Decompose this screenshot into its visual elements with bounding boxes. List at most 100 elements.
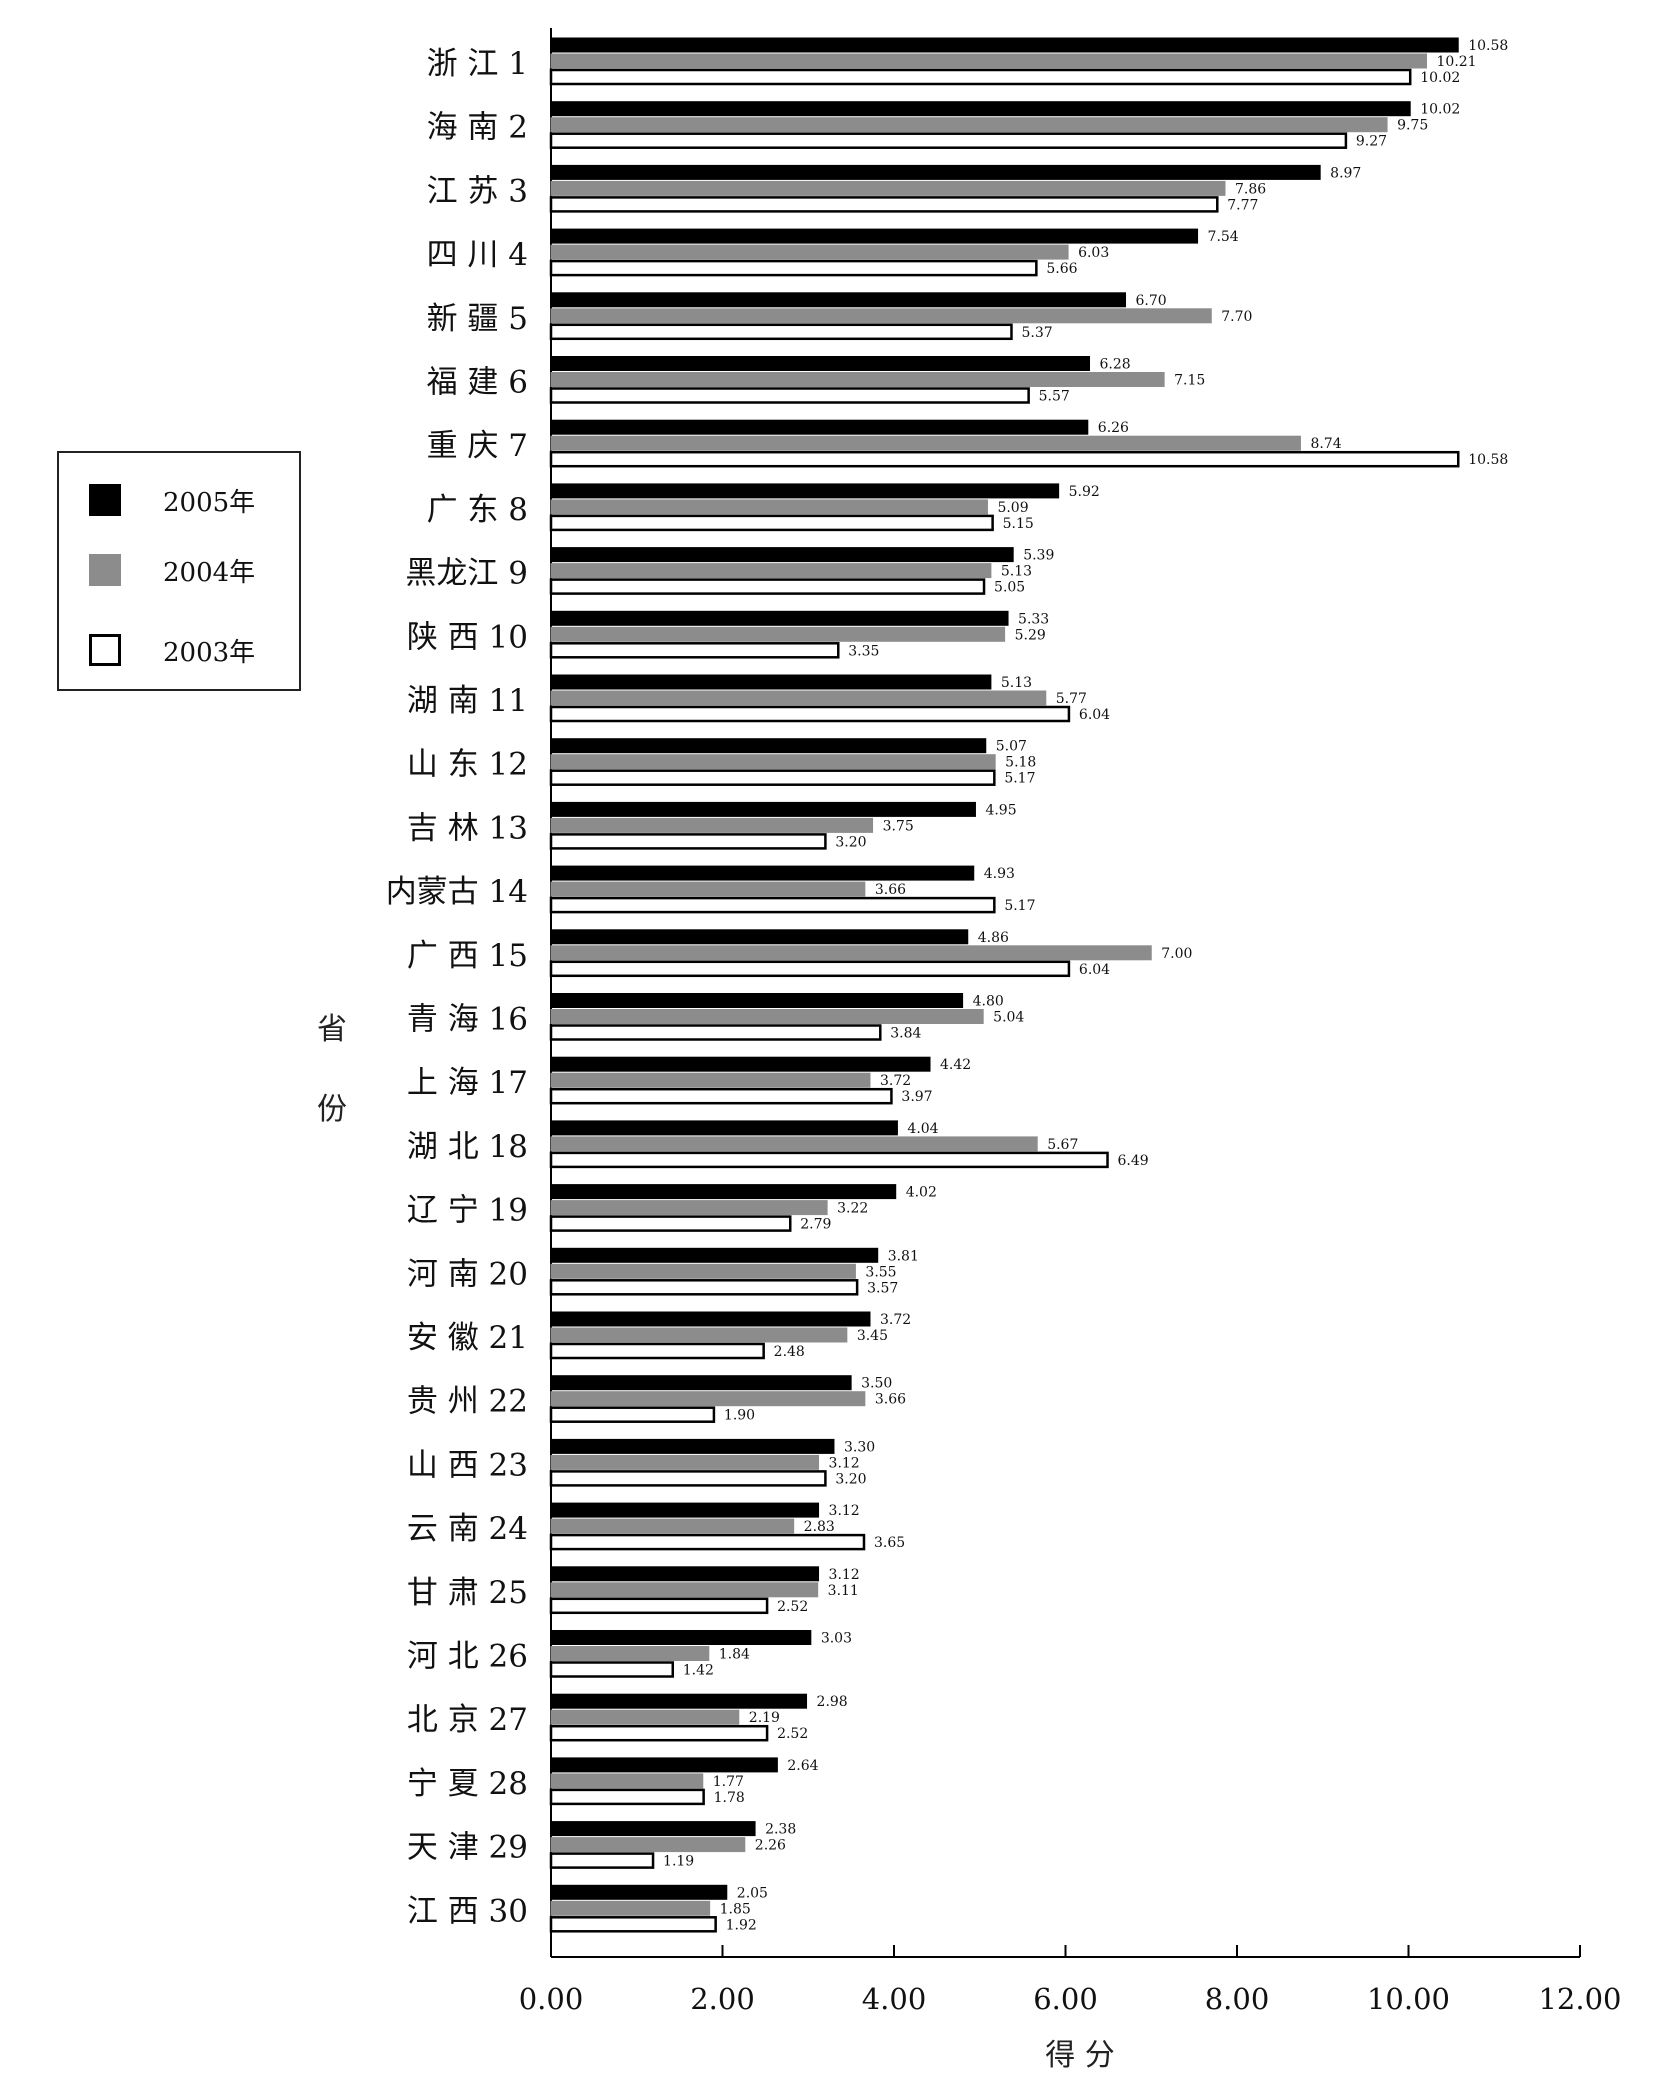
data-label: 5.92 <box>1069 484 1100 500</box>
data-label: 10.02 <box>1420 70 1460 86</box>
bar <box>550 1263 856 1279</box>
bar <box>549 1661 675 1678</box>
data-label: 3.57 <box>867 1280 898 1296</box>
bar <box>550 372 1165 387</box>
data-label: 9.27 <box>1356 134 1387 150</box>
data-label: 3.22 <box>837 1201 868 1217</box>
bar <box>550 1837 746 1853</box>
data-label: 5.77 <box>1056 691 1087 707</box>
category-label: 山 东 12 <box>407 747 528 783</box>
bar <box>550 228 1199 244</box>
data-label: 5.57 <box>1039 389 1070 405</box>
bar <box>550 1009 984 1024</box>
data-label: 3.97 <box>901 1089 932 1105</box>
bar <box>550 37 1459 53</box>
bar <box>549 960 1071 978</box>
data-label: 9.75 <box>1397 118 1428 134</box>
x-axis-title-text: 得 分 <box>1045 2038 1115 2073</box>
legend-label-2005: 2005年 <box>163 487 256 518</box>
bar <box>550 1757 778 1773</box>
bar <box>550 1391 866 1407</box>
bar <box>550 435 1301 451</box>
data-label: 2.52 <box>777 1726 808 1742</box>
bar <box>550 117 1388 133</box>
bar <box>550 1582 819 1598</box>
data-label: 5.15 <box>1003 516 1034 532</box>
data-label: 3.11 <box>828 1583 859 1599</box>
data-label: 10.58 <box>1468 38 1508 54</box>
bar <box>550 244 1069 260</box>
bar <box>549 1788 705 1806</box>
bar <box>549 1724 769 1742</box>
data-label: 3.03 <box>821 1631 852 1647</box>
x-tick-label: 8.00 <box>1205 1982 1270 2016</box>
data-label: 5.33 <box>1018 611 1049 627</box>
bar <box>549 1470 827 1487</box>
legend-item-2004: 2004年 <box>89 553 255 588</box>
bar <box>549 1533 866 1551</box>
data-label: 3.20 <box>835 834 866 850</box>
category-label: 重 庆 7 <box>427 428 528 464</box>
category-label: 海 南 2 <box>427 110 528 146</box>
bar <box>550 1120 898 1136</box>
category-label: 广 西 15 <box>407 938 528 974</box>
category-label: 江 苏 3 <box>427 173 528 209</box>
data-label: 5.67 <box>1047 1137 1078 1153</box>
x-tick-label: 2.00 <box>690 1982 755 2016</box>
data-label: 1.78 <box>714 1790 745 1806</box>
data-label: 3.30 <box>844 1439 875 1455</box>
legend-item-2003: 2003年 <box>89 633 256 668</box>
data-label: 4.42 <box>940 1057 971 1073</box>
category-label: 黑龙江 9 <box>405 556 528 592</box>
data-label: 8.74 <box>1310 436 1341 452</box>
bar <box>550 356 1091 371</box>
bar <box>550 1821 756 1837</box>
data-label: 7.70 <box>1221 309 1252 325</box>
data-label: 2.26 <box>755 1838 786 1854</box>
x-tick-label: 6.00 <box>1033 1982 1098 2016</box>
bar <box>549 1406 716 1423</box>
data-label: 4.80 <box>973 994 1004 1010</box>
y-axis-title-text: 省 份 <box>317 1012 347 1127</box>
legend-swatch-2004 <box>89 554 121 586</box>
data-label: 3.12 <box>829 1567 860 1583</box>
category-label: 福 建 6 <box>427 365 528 401</box>
bar <box>549 1597 769 1615</box>
bar <box>549 1279 859 1296</box>
data-label: 6.03 <box>1078 245 1109 261</box>
bar <box>550 1184 897 1200</box>
data-label: 10.02 <box>1420 102 1460 118</box>
bar <box>550 1630 812 1645</box>
category-label: 河 南 20 <box>407 1256 528 1292</box>
bar <box>549 705 1071 723</box>
data-label: 6.28 <box>1100 357 1131 373</box>
data-label: 7.86 <box>1235 181 1266 197</box>
data-label: 8.97 <box>1330 165 1361 181</box>
category-label: 甘 肃 25 <box>407 1575 528 1611</box>
data-label: 5.29 <box>1015 627 1046 643</box>
data-label: 4.02 <box>906 1185 937 1201</box>
data-label: 3.66 <box>875 1392 906 1408</box>
data-label: 7.00 <box>1161 946 1192 962</box>
bar <box>550 1311 871 1327</box>
bar <box>550 1247 879 1263</box>
bar <box>549 833 827 850</box>
bar <box>550 499 988 515</box>
data-label: 5.39 <box>1023 548 1054 564</box>
data-label: 10.58 <box>1468 452 1508 468</box>
category-label: 新 疆 5 <box>427 301 528 337</box>
legend-swatch-2003 <box>89 634 121 666</box>
data-label: 7.77 <box>1227 197 1258 213</box>
category-label: 河 北 26 <box>407 1639 528 1675</box>
bar <box>550 801 976 817</box>
category-label: 江 西 30 <box>407 1893 528 1929</box>
bar <box>550 1072 871 1088</box>
bar <box>550 738 987 754</box>
bar <box>550 419 1089 435</box>
data-label: 5.05 <box>994 580 1025 596</box>
legend-label-2003: 2003年 <box>163 637 256 668</box>
bar <box>549 1087 893 1105</box>
data-label: 4.95 <box>985 802 1016 818</box>
data-label: 2.38 <box>765 1822 796 1838</box>
data-label: 6.04 <box>1079 962 1110 978</box>
